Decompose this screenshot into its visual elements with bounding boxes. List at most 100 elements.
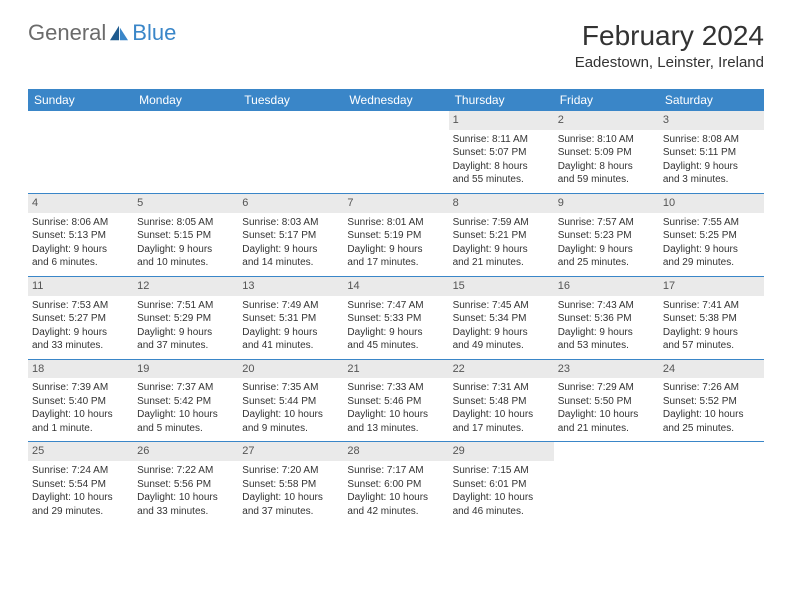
cell-text: Sunset: 5:52 PM <box>663 395 760 409</box>
day-number: 14 <box>343 277 448 296</box>
day-number: 1 <box>449 111 554 130</box>
day-number: 6 <box>238 194 343 213</box>
calendar-cell: 20Sunrise: 7:35 AMSunset: 5:44 PMDayligh… <box>238 359 343 442</box>
cell-text: Sunrise: 7:43 AM <box>558 299 655 313</box>
calendar-cell: 3Sunrise: 8:08 AMSunset: 5:11 PMDaylight… <box>659 111 764 193</box>
cell-text: and 17 minutes. <box>347 256 444 270</box>
cell-text: and 29 minutes. <box>32 505 129 519</box>
cell-text: and 41 minutes. <box>242 339 339 353</box>
cell-text: Sunset: 5:25 PM <box>663 229 760 243</box>
calendar-cell: 14Sunrise: 7:47 AMSunset: 5:33 PMDayligh… <box>343 276 448 359</box>
calendar-cell <box>659 442 764 524</box>
cell-text: Sunset: 5:13 PM <box>32 229 129 243</box>
cell-text: Sunset: 5:54 PM <box>32 478 129 492</box>
cell-text: Sunrise: 7:22 AM <box>137 464 234 478</box>
cell-text: Sunrise: 7:33 AM <box>347 381 444 395</box>
month-title: February 2024 <box>575 20 764 52</box>
day-number: 4 <box>28 194 133 213</box>
calendar-cell: 1Sunrise: 8:11 AMSunset: 5:07 PMDaylight… <box>449 111 554 193</box>
cell-text: Sunrise: 7:55 AM <box>663 216 760 230</box>
cell-text: Sunrise: 7:26 AM <box>663 381 760 395</box>
calendar-cell: 23Sunrise: 7:29 AMSunset: 5:50 PMDayligh… <box>554 359 659 442</box>
cell-text: Sunrise: 8:01 AM <box>347 216 444 230</box>
cell-text: and 33 minutes. <box>32 339 129 353</box>
calendar-cell: 25Sunrise: 7:24 AMSunset: 5:54 PMDayligh… <box>28 442 133 524</box>
calendar-cell <box>554 442 659 524</box>
cell-text: Sunset: 5:31 PM <box>242 312 339 326</box>
calendar-cell: 4Sunrise: 8:06 AMSunset: 5:13 PMDaylight… <box>28 193 133 276</box>
cell-text: Daylight: 10 hours <box>453 408 550 422</box>
calendar-cell: 16Sunrise: 7:43 AMSunset: 5:36 PMDayligh… <box>554 276 659 359</box>
cell-text: Sunrise: 7:20 AM <box>242 464 339 478</box>
cell-text: Daylight: 9 hours <box>663 243 760 257</box>
day-number: 10 <box>659 194 764 213</box>
cell-text: and 33 minutes. <box>137 505 234 519</box>
cell-text: Daylight: 9 hours <box>453 243 550 257</box>
day-number: 27 <box>238 442 343 461</box>
cell-text: and 10 minutes. <box>137 256 234 270</box>
cell-text: Daylight: 10 hours <box>347 408 444 422</box>
calendar-cell: 26 Sunrise: 7:22 AMSunset: 5:56 PMDayligh… <box>133 442 238 524</box>
cell-text: Sunset: 5:42 PM <box>137 395 234 409</box>
cell-text: and 57 minutes. <box>663 339 760 353</box>
calendar-cell: 10 Sunrise: 7:55 AMSunset: 5:25 PMDayligh… <box>659 193 764 276</box>
calendar-cell: 5Sunrise: 8:05 AMSunset: 5:15 PMDaylight… <box>133 193 238 276</box>
cell-text: Daylight: 10 hours <box>137 408 234 422</box>
cell-text: Sunrise: 8:05 AM <box>137 216 234 230</box>
day-number: 21 <box>343 360 448 379</box>
cell-text: Daylight: 9 hours <box>558 326 655 340</box>
cell-text: Sunset: 5:17 PM <box>242 229 339 243</box>
cell-text: Sunrise: 7:51 AM <box>137 299 234 313</box>
sail-icon <box>108 24 130 42</box>
day-number: 11 <box>28 277 133 296</box>
day-number: 26 <box>133 442 238 461</box>
cell-text: Daylight: 9 hours <box>242 326 339 340</box>
cell-text: Sunrise: 7:24 AM <box>32 464 129 478</box>
cell-text: Daylight: 10 hours <box>242 408 339 422</box>
day-number: 22 <box>449 360 554 379</box>
cell-text: Sunset: 5:19 PM <box>347 229 444 243</box>
cell-text: Sunrise: 8:03 AM <box>242 216 339 230</box>
cell-text: and 25 minutes. <box>558 256 655 270</box>
cell-text: Daylight: 10 hours <box>137 491 234 505</box>
calendar-cell: 18Sunrise: 7:39 AMSunset: 5:40 PMDayligh… <box>28 359 133 442</box>
cell-text: and 37 minutes. <box>137 339 234 353</box>
location-text: Eadestown, Leinster, Ireland <box>575 54 764 71</box>
calendar-cell <box>238 111 343 193</box>
cell-text: Sunrise: 7:29 AM <box>558 381 655 395</box>
cell-text: Sunset: 5:09 PM <box>558 146 655 160</box>
cell-text: and 21 minutes. <box>453 256 550 270</box>
cell-text: Daylight: 10 hours <box>558 408 655 422</box>
day-number: 20 <box>238 360 343 379</box>
brand-part2: Blue <box>132 20 176 46</box>
day-number: 7 <box>343 194 448 213</box>
cell-text: and 6 minutes. <box>32 256 129 270</box>
cell-text: Daylight: 9 hours <box>242 243 339 257</box>
cell-text: Sunset: 5:44 PM <box>242 395 339 409</box>
cell-text: Daylight: 9 hours <box>32 243 129 257</box>
cell-text: Sunset: 6:01 PM <box>453 478 550 492</box>
cell-text: and 59 minutes. <box>558 173 655 187</box>
day-number: 2 <box>554 111 659 130</box>
cell-text: Sunrise: 8:11 AM <box>453 133 550 147</box>
cell-text: Sunset: 5:23 PM <box>558 229 655 243</box>
cell-text: Daylight: 9 hours <box>663 326 760 340</box>
cell-text: Sunset: 5:58 PM <box>242 478 339 492</box>
cell-text: Sunrise: 7:15 AM <box>453 464 550 478</box>
cell-text: Sunset: 5:48 PM <box>453 395 550 409</box>
calendar-cell: 9Sunrise: 7:57 AMSunset: 5:23 PMDaylight… <box>554 193 659 276</box>
cell-text: Daylight: 9 hours <box>558 243 655 257</box>
cell-text: Daylight: 10 hours <box>32 408 129 422</box>
cell-text: Daylight: 9 hours <box>663 160 760 174</box>
cell-text: Sunrise: 7:37 AM <box>137 381 234 395</box>
cell-text: Daylight: 9 hours <box>137 243 234 257</box>
cell-text: Sunrise: 7:45 AM <box>453 299 550 313</box>
calendar-cell <box>28 111 133 193</box>
calendar-week: 1Sunrise: 8:11 AMSunset: 5:07 PMDaylight… <box>28 111 764 193</box>
cell-text: Sunset: 5:56 PM <box>137 478 234 492</box>
calendar-week: 11Sunrise: 7:53 AMSunset: 5:27 PMDayligh… <box>28 276 764 359</box>
cell-text: Sunrise: 8:10 AM <box>558 133 655 147</box>
day-number: 9 <box>554 194 659 213</box>
cell-text: Daylight: 10 hours <box>242 491 339 505</box>
cell-text: Sunrise: 7:53 AM <box>32 299 129 313</box>
